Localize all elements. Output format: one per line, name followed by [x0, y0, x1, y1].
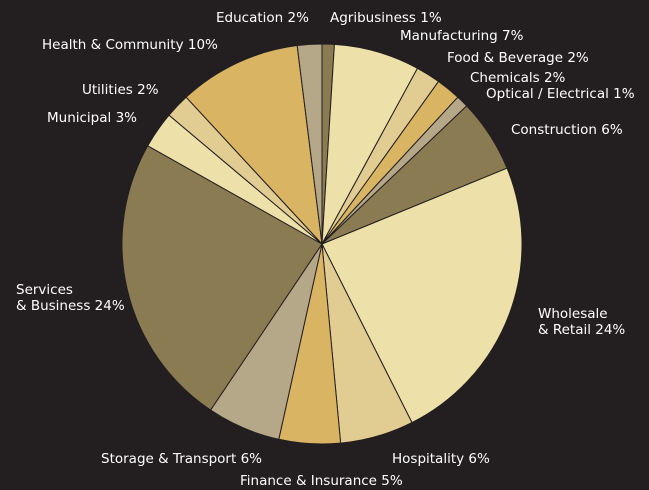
slice-label-line: Food & Beverage 2%	[447, 50, 589, 66]
slice-label: Services & Business 24%	[16, 282, 125, 314]
slice-label-line: Manufacturing 7%	[400, 28, 524, 44]
slice-label: Health & Community 10%	[42, 37, 218, 53]
slice-label: Manufacturing 7%	[400, 28, 524, 44]
slice-label: Optical / Electrical 1%	[486, 86, 635, 102]
pie-slice	[296, 43, 323, 245]
slice-label: Utilities 2%	[82, 82, 159, 98]
slice-label: Agribusiness 1%	[330, 10, 442, 26]
slice-label: Construction 6%	[511, 122, 623, 138]
pie-slices	[121, 43, 523, 445]
slice-label-line: Agribusiness 1%	[330, 10, 442, 26]
slice-label-line: Municipal 3%	[47, 110, 137, 126]
slice-label-line: Education 2%	[216, 10, 309, 26]
slice-label: Municipal 3%	[47, 110, 137, 126]
slice-label-line: Finance & Insurance 5%	[240, 473, 403, 489]
slice-label-line: Construction 6%	[511, 122, 623, 138]
slice-label-line: & Business 24%	[16, 298, 125, 314]
slice-label: Wholesale & Retail 24%	[538, 306, 625, 338]
slice-label-line: Hospitality 6%	[392, 451, 490, 467]
slice-label: Finance & Insurance 5%	[240, 473, 403, 489]
pie-slice	[185, 44, 323, 246]
slice-label-line: Chemicals 2%	[470, 70, 566, 86]
slice-label-line: Services	[16, 282, 73, 298]
slice-label: Chemicals 2%	[470, 70, 566, 86]
slice-label: Food & Beverage 2%	[447, 50, 589, 66]
slice-label-line: Wholesale	[538, 306, 608, 322]
pie-labels: Agribusiness 1% Manufacturing 7% Food & Be…	[16, 10, 635, 489]
slice-label-line: Optical / Electrical 1%	[486, 86, 635, 102]
slice-label-line: Utilities 2%	[82, 82, 159, 98]
slice-label-line: & Retail 24%	[538, 322, 625, 338]
slice-label: Hospitality 6%	[392, 451, 490, 467]
slice-label-line: Storage & Transport 6%	[101, 451, 262, 467]
slice-label-line: Health & Community 10%	[42, 37, 218, 53]
slice-label: Education 2%	[216, 10, 309, 26]
pie-slice	[321, 167, 523, 424]
slice-label: Storage & Transport 6%	[101, 451, 262, 467]
pie-slice	[121, 145, 323, 411]
